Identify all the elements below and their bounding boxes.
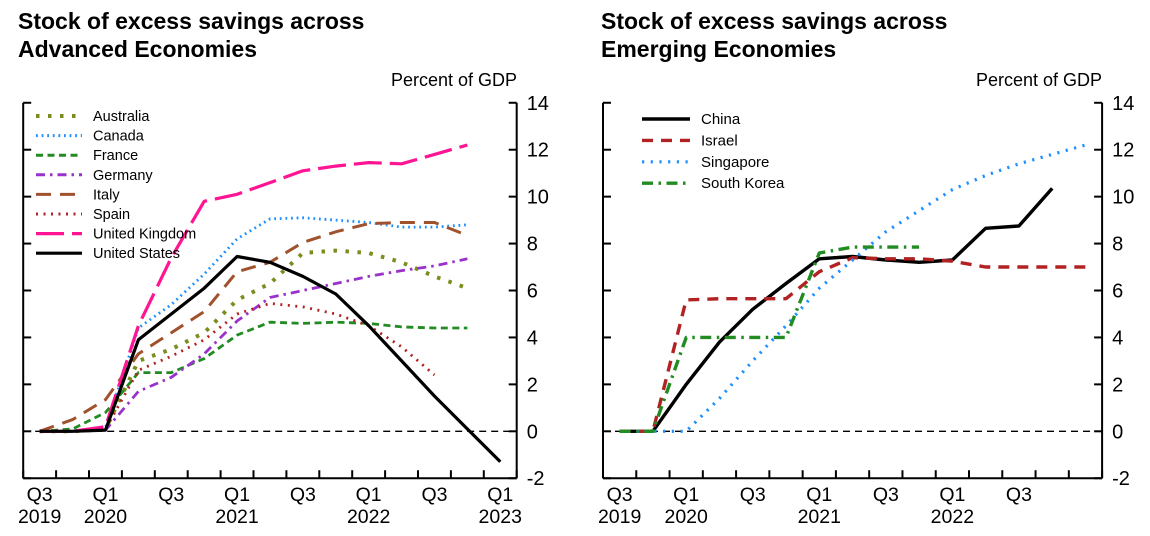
y-tick-label: 2 bbox=[527, 374, 538, 396]
x-tick-label-year: 2021 bbox=[798, 506, 841, 528]
series-line-italy bbox=[39, 221, 468, 433]
legend-label-china: China bbox=[701, 111, 741, 128]
x-tick-label-quarter: Q3 bbox=[873, 484, 899, 506]
legend-label-united-kingdom: United Kingdom bbox=[93, 227, 196, 243]
series-line-united-kingdom bbox=[39, 143, 468, 433]
y-axis-unit-label-advanced: Percent of GDP bbox=[390, 70, 517, 90]
x-tick-label-year: 2022 bbox=[931, 506, 974, 528]
y-tick-label: 10 bbox=[1112, 187, 1134, 209]
y-tick-label: 14 bbox=[1112, 93, 1134, 115]
x-tick-label-quarter: Q3 bbox=[740, 484, 766, 506]
y-axis-unit-label-emerging: Percent of GDP bbox=[975, 70, 1102, 90]
chart-title-advanced: Stock of excess savings across Advanced … bbox=[18, 8, 365, 62]
series-line-france bbox=[39, 320, 468, 433]
series-line-germany bbox=[39, 257, 468, 433]
x-tick-label-year: 2023 bbox=[479, 506, 522, 528]
legend-label-italy: Italy bbox=[93, 187, 120, 203]
x-tick-label-quarter: Q1 bbox=[92, 484, 118, 506]
y-tick-label: 10 bbox=[527, 187, 549, 209]
x-tick-label-year: 2021 bbox=[215, 506, 258, 528]
x-tick-label-quarter: Q1 bbox=[806, 484, 832, 506]
x-tick-label-quarter: Q1 bbox=[356, 484, 382, 506]
x-tick-label-quarter: Q3 bbox=[290, 484, 316, 506]
series-line-united-states bbox=[39, 254, 502, 463]
legend-label-spain: Spain bbox=[93, 207, 130, 223]
legend-label-singapore: Singapore bbox=[701, 154, 769, 171]
y-tick-label: 6 bbox=[1112, 281, 1123, 303]
series-line-south-korea bbox=[619, 245, 920, 433]
x-tick-label-quarter: Q3 bbox=[27, 484, 53, 506]
y-tick-label: 8 bbox=[1112, 234, 1123, 256]
y-tick-label: -2 bbox=[1112, 468, 1130, 490]
y-tick-label: -2 bbox=[527, 468, 545, 490]
y-tick-label: 0 bbox=[527, 421, 538, 443]
series-line-israel bbox=[619, 256, 1086, 433]
y-tick-label: 14 bbox=[527, 93, 549, 115]
x-tick-label-quarter: Q1 bbox=[487, 484, 513, 506]
series-line-china bbox=[619, 187, 1054, 433]
legend-label-france: France bbox=[93, 148, 138, 164]
legend-label-australia: Australia bbox=[93, 109, 150, 125]
y-tick-label: 4 bbox=[527, 327, 538, 349]
y-tick-label: 12 bbox=[527, 140, 549, 162]
y-tick-label: 6 bbox=[527, 281, 538, 303]
legend-label-germany: Germany bbox=[93, 168, 153, 184]
x-tick-label-quarter: Q1 bbox=[673, 484, 699, 506]
advanced-economies-panel: Stock of excess savings across Advanced … bbox=[18, 8, 549, 528]
y-tick-label: 12 bbox=[1112, 140, 1134, 162]
x-tick-label-quarter: Q3 bbox=[1006, 484, 1032, 506]
series-line-australia bbox=[39, 248, 469, 434]
x-tick-label-quarter: Q1 bbox=[939, 484, 965, 506]
y-tick-label: 8 bbox=[527, 234, 538, 256]
y-tick-label: 2 bbox=[1112, 374, 1123, 396]
legend-label-south-korea: South Korea bbox=[701, 175, 785, 192]
y-tick-label: 4 bbox=[1112, 327, 1123, 349]
x-tick-label-quarter: Q3 bbox=[421, 484, 447, 506]
legend-label-israel: Israel bbox=[701, 132, 738, 149]
emerging-economies-panel: Stock of excess savings across Emerging … bbox=[575, 0, 1150, 536]
series-line-singapore bbox=[619, 143, 1086, 433]
chart-title-emerging: Stock of excess savings across Emerging … bbox=[601, 8, 948, 62]
x-tick-label-quarter: Q1 bbox=[224, 484, 250, 506]
x-tick-label-quarter: Q3 bbox=[607, 484, 633, 506]
x-tick-label-year: 2022 bbox=[347, 506, 390, 528]
x-tick-label-quarter: Q3 bbox=[158, 484, 184, 506]
x-tick-label-year: 2020 bbox=[664, 506, 708, 528]
x-tick-label-year: 2019 bbox=[598, 506, 641, 528]
x-tick-label-year: 2020 bbox=[84, 506, 128, 528]
x-tick-label-year: 2019 bbox=[18, 506, 61, 528]
y-tick-label: 0 bbox=[1112, 421, 1123, 443]
legend-label-united-states: United States bbox=[93, 246, 180, 262]
legend-label-canada: Canada bbox=[93, 129, 145, 145]
